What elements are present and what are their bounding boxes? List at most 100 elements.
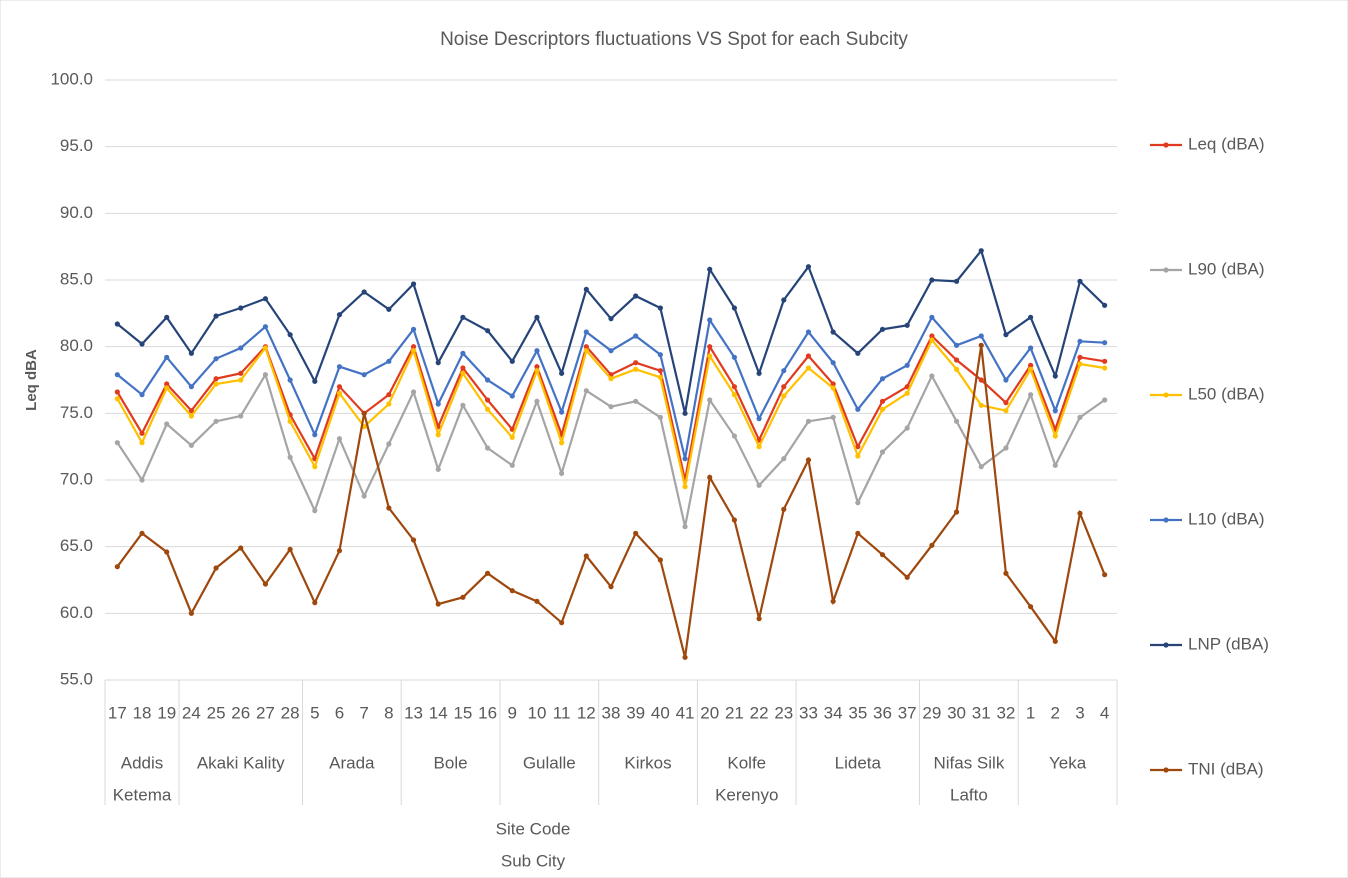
data-point [978, 248, 984, 254]
data-point [188, 610, 194, 616]
data-point [953, 278, 960, 284]
data-point [336, 548, 343, 554]
data-point [1102, 340, 1108, 346]
data-point [1102, 397, 1108, 403]
x-tick-label: 7 [359, 703, 368, 722]
data-point [484, 406, 491, 412]
data-point [756, 444, 762, 450]
y-tick-label: 75.0 [60, 403, 93, 422]
x-tick-label: 3 [1075, 703, 1084, 722]
data-point [238, 377, 244, 383]
data-point [460, 594, 466, 600]
data-point [731, 305, 738, 311]
data-point [1052, 638, 1058, 644]
data-point [386, 441, 392, 447]
data-point [756, 437, 762, 443]
data-point [386, 358, 392, 364]
data-point [1028, 392, 1034, 398]
data-point [756, 370, 762, 376]
data-point [262, 296, 269, 302]
data-point [114, 321, 120, 327]
data-point [213, 565, 219, 571]
data-point [1003, 377, 1009, 383]
group-label: Kerenyo [715, 785, 778, 804]
data-point [953, 418, 960, 424]
data-point [781, 297, 787, 303]
data-point [238, 345, 244, 351]
data-point [238, 413, 244, 419]
data-point [361, 493, 367, 499]
chart-title: Noise Descriptors fluctuations VS Spot f… [440, 29, 908, 50]
data-point [1003, 445, 1009, 451]
data-point [164, 381, 170, 387]
data-point [361, 410, 367, 416]
data-point [188, 384, 194, 390]
data-point [633, 366, 639, 372]
data-point [805, 353, 812, 359]
data-point [213, 313, 219, 319]
data-point [731, 433, 738, 439]
data-point [312, 464, 318, 470]
data-point [386, 392, 392, 398]
data-point [1003, 570, 1009, 576]
data-point [608, 376, 614, 382]
x-tick-label: 24 [182, 703, 201, 722]
legend-label: L50 (dBA) [1188, 384, 1265, 403]
legend-marker [1163, 642, 1169, 648]
data-point [460, 314, 466, 320]
x-tick-label: 37 [898, 703, 917, 722]
data-point [904, 574, 910, 580]
data-point [509, 358, 515, 364]
data-point [978, 377, 984, 383]
data-point [879, 326, 886, 332]
y-tick-label: 100.0 [50, 69, 93, 88]
data-point [608, 404, 614, 410]
data-point [534, 348, 540, 354]
data-point [583, 388, 589, 394]
data-point [213, 418, 219, 424]
data-point [608, 316, 614, 322]
data-point [707, 397, 713, 403]
x-tick-label: 22 [750, 703, 769, 722]
data-point [114, 396, 120, 402]
data-point [238, 305, 244, 311]
group-label: Addis [121, 753, 164, 772]
data-point [213, 376, 219, 382]
x-tick-label: 23 [774, 703, 793, 722]
legend-label: LNP (dBA) [1188, 634, 1269, 653]
legend-marker [1163, 767, 1169, 773]
data-point [633, 333, 639, 339]
x-tick-label: 5 [310, 703, 319, 722]
data-point [904, 390, 910, 396]
y-tick-label: 85.0 [60, 269, 93, 288]
legend-label: L10 (dBA) [1188, 509, 1265, 528]
x-tick-label: 27 [256, 703, 275, 722]
data-point [929, 277, 935, 283]
x-tick-label: 28 [281, 703, 300, 722]
data-point [262, 324, 269, 330]
y-tick-label: 60.0 [60, 603, 93, 622]
data-point [805, 329, 812, 335]
data-point [509, 393, 515, 399]
data-point [781, 384, 787, 390]
data-point [484, 397, 491, 403]
data-point [460, 365, 466, 371]
data-point [534, 314, 540, 320]
data-point [1028, 366, 1034, 372]
x-tick-label: 10 [527, 703, 546, 722]
data-point [781, 368, 787, 374]
x-tick-label: 11 [553, 703, 571, 722]
data-point [139, 341, 145, 347]
x-tick-label: 14 [429, 703, 448, 722]
data-point [238, 370, 244, 376]
data-point [929, 314, 935, 320]
data-point [1102, 358, 1108, 364]
data-point [707, 266, 713, 272]
data-point [1077, 354, 1083, 360]
data-point [707, 317, 713, 323]
group-label: Lafto [950, 785, 988, 804]
data-point [287, 546, 293, 552]
data-point [435, 601, 441, 607]
x-tick-label: 25 [207, 703, 226, 722]
